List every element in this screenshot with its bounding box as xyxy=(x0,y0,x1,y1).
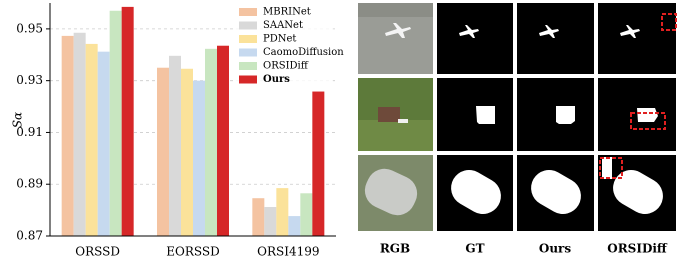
column-label: RGB xyxy=(380,242,410,256)
legend-swatch xyxy=(239,49,257,57)
bar xyxy=(312,92,324,236)
legend: MBRINet SAANet PDNet CaomoDiffusion ORSIDiff… xyxy=(235,4,344,88)
bar xyxy=(169,56,181,236)
bar xyxy=(181,69,193,236)
x-tick-label: ORSI4199 xyxy=(257,245,319,259)
bar xyxy=(252,198,264,236)
legend-swatch xyxy=(239,22,257,30)
y-tick-label: 0.91 xyxy=(16,125,43,139)
bar xyxy=(217,46,229,236)
y-tick-label: 0.95 xyxy=(16,21,43,35)
y-tick-label: 0.87 xyxy=(16,229,43,243)
bar xyxy=(157,68,169,236)
bar xyxy=(300,193,312,236)
legend-label: SAANet xyxy=(263,20,303,31)
legend-swatch xyxy=(239,8,257,16)
bar xyxy=(122,7,134,236)
bar xyxy=(62,36,74,236)
column-label: Ours xyxy=(539,242,572,256)
legend-swatch xyxy=(239,62,257,70)
bar xyxy=(110,11,122,236)
bar xyxy=(288,216,300,236)
bar xyxy=(276,188,288,236)
legend-label: Ours xyxy=(263,74,290,85)
figure: Sα 0.870.890.910.930.95O xyxy=(0,0,686,262)
legend-swatch xyxy=(239,35,257,43)
x-tick-label: EORSSD xyxy=(166,245,219,259)
legend-label: CaomoDiffusion xyxy=(263,47,344,58)
column-label: ORSIDiff xyxy=(607,242,668,256)
y-tick-label: 0.93 xyxy=(16,73,43,87)
y-tick-label: 0.89 xyxy=(16,177,43,191)
column-label: GT xyxy=(465,242,484,256)
image-grid xyxy=(358,3,676,231)
legend-label: PDNet xyxy=(263,34,296,45)
legend-swatch xyxy=(239,76,257,84)
x-tick-label: ORSSD xyxy=(75,245,120,259)
bar xyxy=(264,207,276,236)
bar xyxy=(98,52,110,236)
legend-label: ORSIDiff xyxy=(263,61,309,72)
bar xyxy=(193,81,205,236)
legend-label: MBRINet xyxy=(263,7,311,18)
bar xyxy=(205,49,217,236)
bar xyxy=(74,33,86,236)
bar xyxy=(86,44,98,236)
